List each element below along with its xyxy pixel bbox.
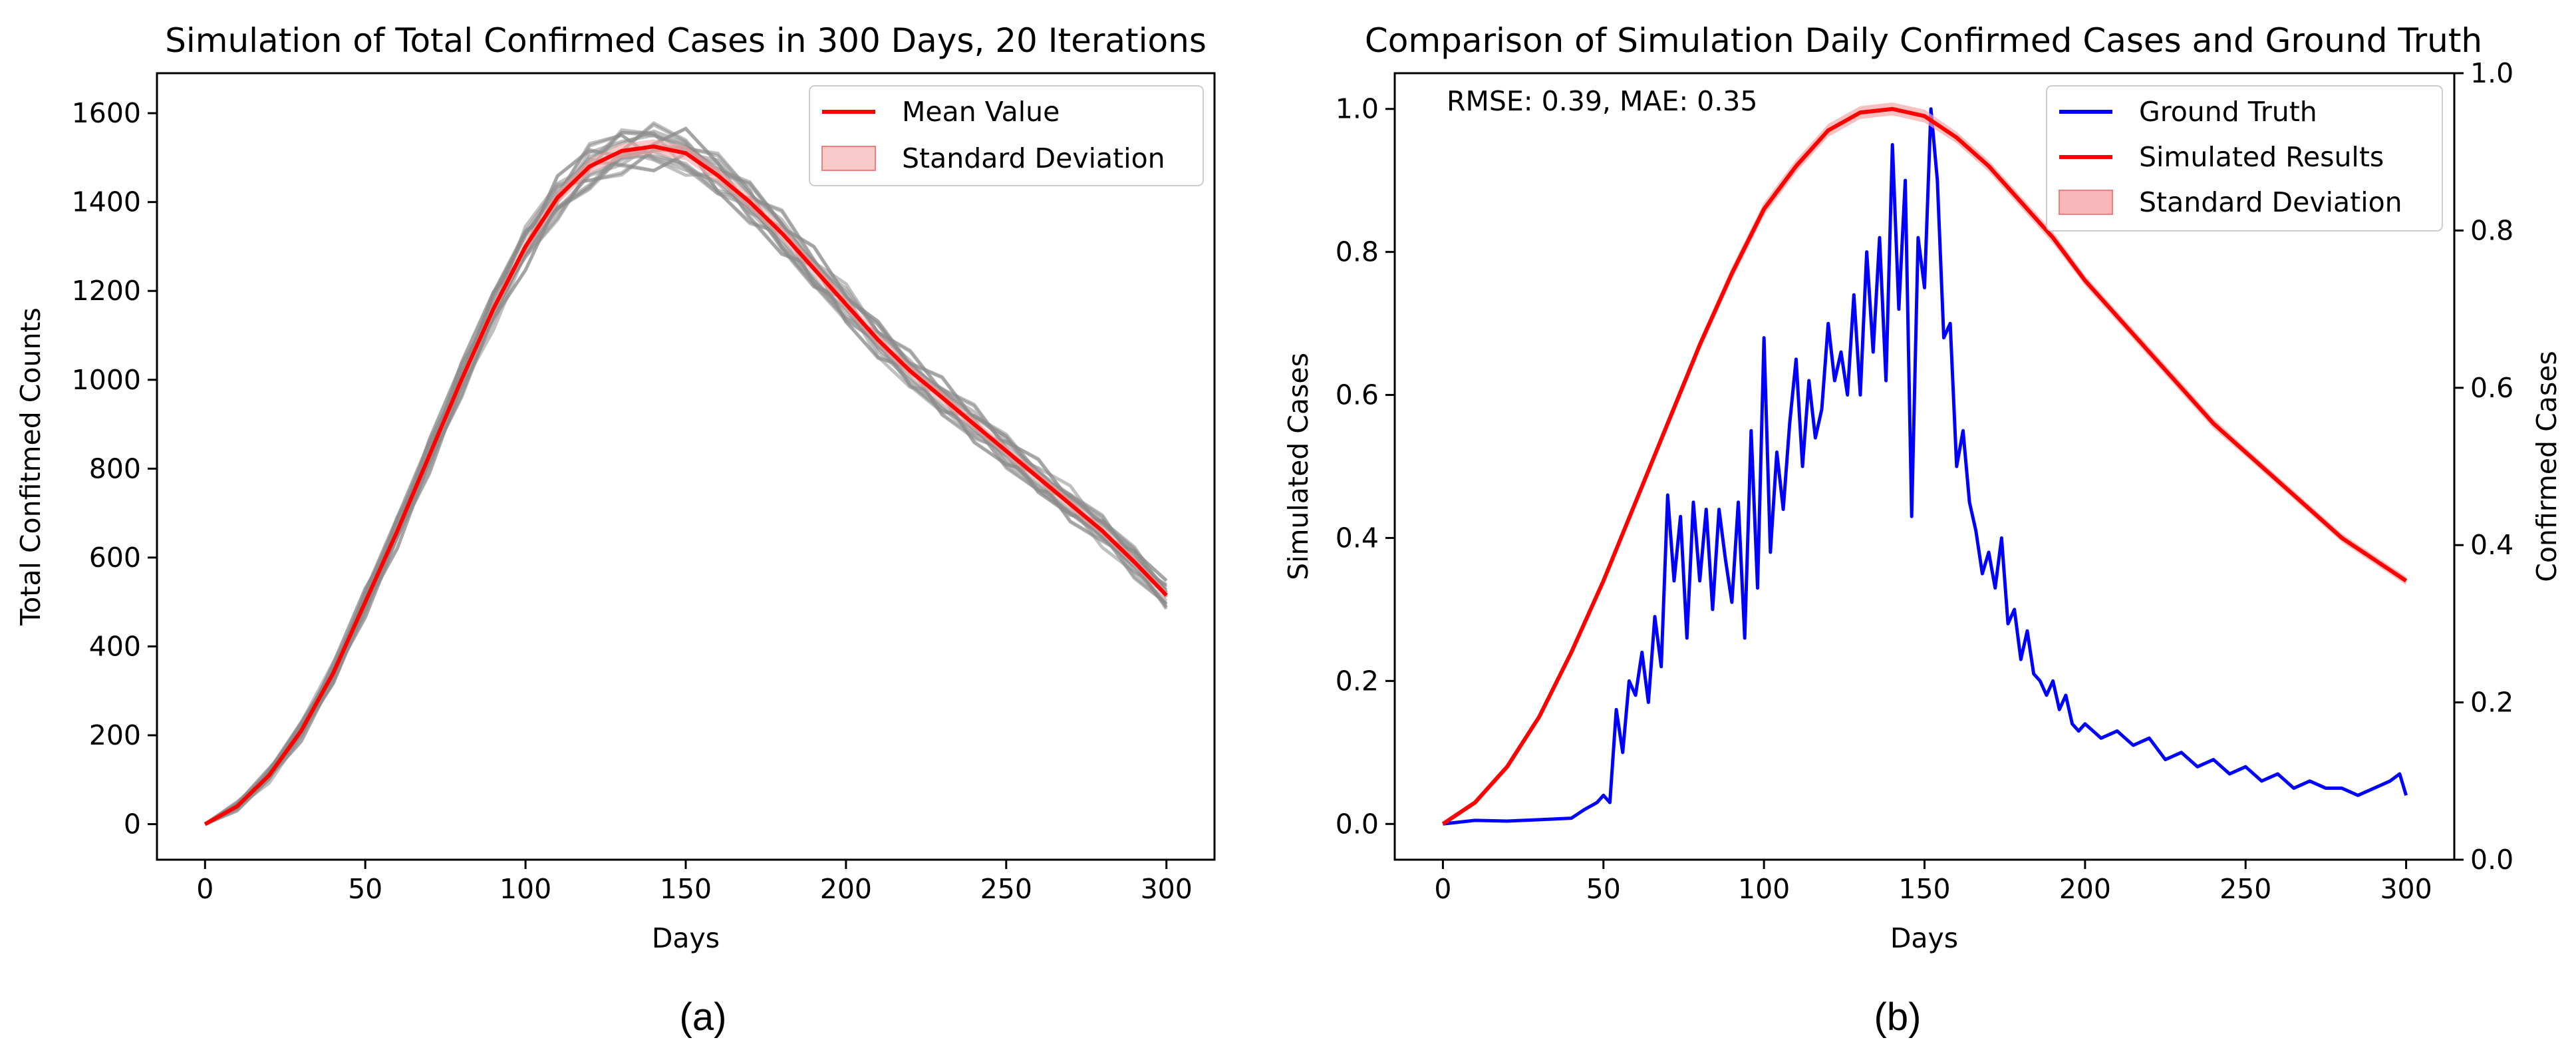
panel-b-legend-std-label: Standard Deviation	[2139, 186, 2402, 218]
panel-b-y-tick-label: 0.8	[1336, 236, 1379, 268]
panel-b-x-tick-label: 150	[1898, 873, 1950, 905]
panel-b-x-tick-label: 250	[2219, 873, 2271, 905]
panel-a-y-tick-label: 1200	[72, 275, 141, 307]
panel-a-x-tick-label: 200	[820, 873, 872, 905]
panel-b-x-ticks: 0 50 100 150 200 250 300	[1434, 860, 2432, 905]
panel-a-x-ticks: 0 50 100 150 200 250 300	[196, 860, 1193, 905]
panel-b-ground-truth-line	[1443, 107, 2408, 826]
panel-b-x-tick-label: 50	[1586, 873, 1621, 905]
panel-a-iteration-line	[204, 150, 1167, 826]
panel-a-y-tick-label: 800	[89, 452, 141, 484]
panel-b-y-ticks: 0.0 0.2 0.4 0.6 0.8 1.0	[1336, 93, 1395, 840]
panel-a-y-label: Total Confitmed Counts	[15, 307, 47, 626]
panel-a-iteration-line	[204, 146, 1168, 826]
panel-a: Simulation of Total Confirmed Cases in 3…	[15, 21, 1216, 1039]
panel-a-iteration-line	[204, 149, 1168, 826]
panel-b-caption: (b)	[1874, 995, 1922, 1039]
panel-a-std-band	[205, 139, 1167, 824]
panel-b-y-tick-label: 1.0	[1336, 93, 1379, 125]
panel-a-y-tick-label: 1000	[72, 364, 141, 396]
panel-b-y-tick-label: 0.0	[1336, 808, 1379, 840]
panel-a-legend-mean-label: Mean Value	[902, 96, 1060, 128]
panel-a-legend-frame	[809, 85, 1204, 186]
panel-b-y2-tick-label: 0.4	[2470, 529, 2513, 561]
panel-a-x-tick-label: 300	[1141, 873, 1193, 905]
panel-a-mean-line	[204, 144, 1168, 826]
panel-b-x-tick-label: 0	[1434, 873, 1451, 905]
panel-a-x-label: Days	[652, 922, 720, 954]
panel-a-legend: Mean Value Standard Deviation	[809, 85, 1204, 186]
panel-a-x-tick-label: 150	[660, 873, 712, 905]
panel-b-y-tick-label: 0.6	[1336, 379, 1379, 411]
panel-a-iteration-line	[204, 152, 1168, 826]
panel-a-y-tick-label: 200	[89, 719, 141, 751]
panel-a-y-tick-label: 400	[89, 630, 141, 662]
panel-b-x-tick-label: 300	[2380, 873, 2432, 905]
panel-a-y-ticks: 0 200 400 600 800 1000 1200 1400 1600	[72, 97, 157, 840]
panel-b-y2-ticks: 0.0 0.2 0.4 0.6 0.8 1.0	[2454, 57, 2513, 876]
panel-a-y-tick-label: 1400	[72, 186, 141, 218]
panel-b-y2-label: Confirmed Cases	[2531, 351, 2563, 582]
panel-a-iteration-line	[204, 122, 1168, 826]
panel-a-x-tick-label: 250	[980, 873, 1032, 905]
panel-b-y-tick-label: 0.4	[1336, 522, 1379, 554]
panel-b-y2-tick-label: 1.0	[2470, 57, 2513, 89]
panel-a-y-tick-label: 1600	[72, 97, 141, 129]
panel-b: Comparison of Simulation Daily Confirmed…	[1282, 21, 2563, 1039]
panel-b-legend-frame	[2046, 85, 2443, 232]
panel-a-caption: (a)	[680, 995, 727, 1039]
panel-a-x-tick-label: 100	[500, 873, 551, 905]
panel-a-iteration-line	[204, 148, 1167, 826]
panel-b-y-tick-label: 0.2	[1336, 665, 1379, 697]
panel-b-legend-gt-label: Ground Truth	[2139, 96, 2317, 128]
panel-a-title: Simulation of Total Confirmed Cases in 3…	[165, 21, 1207, 60]
panel-a-y-tick-label: 600	[89, 542, 141, 574]
panel-b-x-label: Days	[1890, 922, 1958, 954]
panel-a-iteration-line	[204, 144, 1168, 826]
panel-a-iteration-line	[204, 143, 1168, 826]
panel-b-y2-tick-label: 0.2	[2470, 687, 2513, 719]
panel-a-x-tick-label: 50	[348, 873, 382, 905]
panel-a-iteration-lines	[204, 120, 1168, 826]
panel-b-x-tick-label: 200	[2059, 873, 2111, 905]
panel-b-simulated-line	[1441, 106, 2408, 826]
panel-b-x-tick-label: 100	[1738, 873, 1790, 905]
panel-a-iteration-line	[204, 148, 1168, 826]
panel-b-title: Comparison of Simulation Daily Confirmed…	[1365, 21, 2482, 60]
panel-b-y2-tick-label: 0.8	[2470, 214, 2513, 246]
panel-a-legend-std-swatch	[821, 146, 876, 171]
panel-a-legend-std-label: Standard Deviation	[902, 142, 1165, 174]
panel-b-legend: Ground Truth Simulated Results Standard …	[2046, 85, 2443, 232]
panel-b-y2-tick-label: 0.0	[2470, 844, 2513, 876]
panel-a-y-tick-label: 0	[124, 808, 141, 840]
panel-b-legend-std-swatch	[2059, 190, 2113, 215]
panel-a-x-tick-label: 0	[196, 873, 214, 905]
panel-b-y-label: Simulated Cases	[1282, 353, 1314, 580]
panel-a-iteration-line	[204, 152, 1168, 826]
panel-b-legend-sim-label: Simulated Results	[2139, 141, 2384, 173]
panel-b-y2-tick-label: 0.6	[2470, 372, 2513, 404]
panel-b-metrics-annotation: RMSE: 0.39, MAE: 0.35	[1447, 85, 1757, 117]
panel-a-axes-frame	[156, 72, 1216, 861]
